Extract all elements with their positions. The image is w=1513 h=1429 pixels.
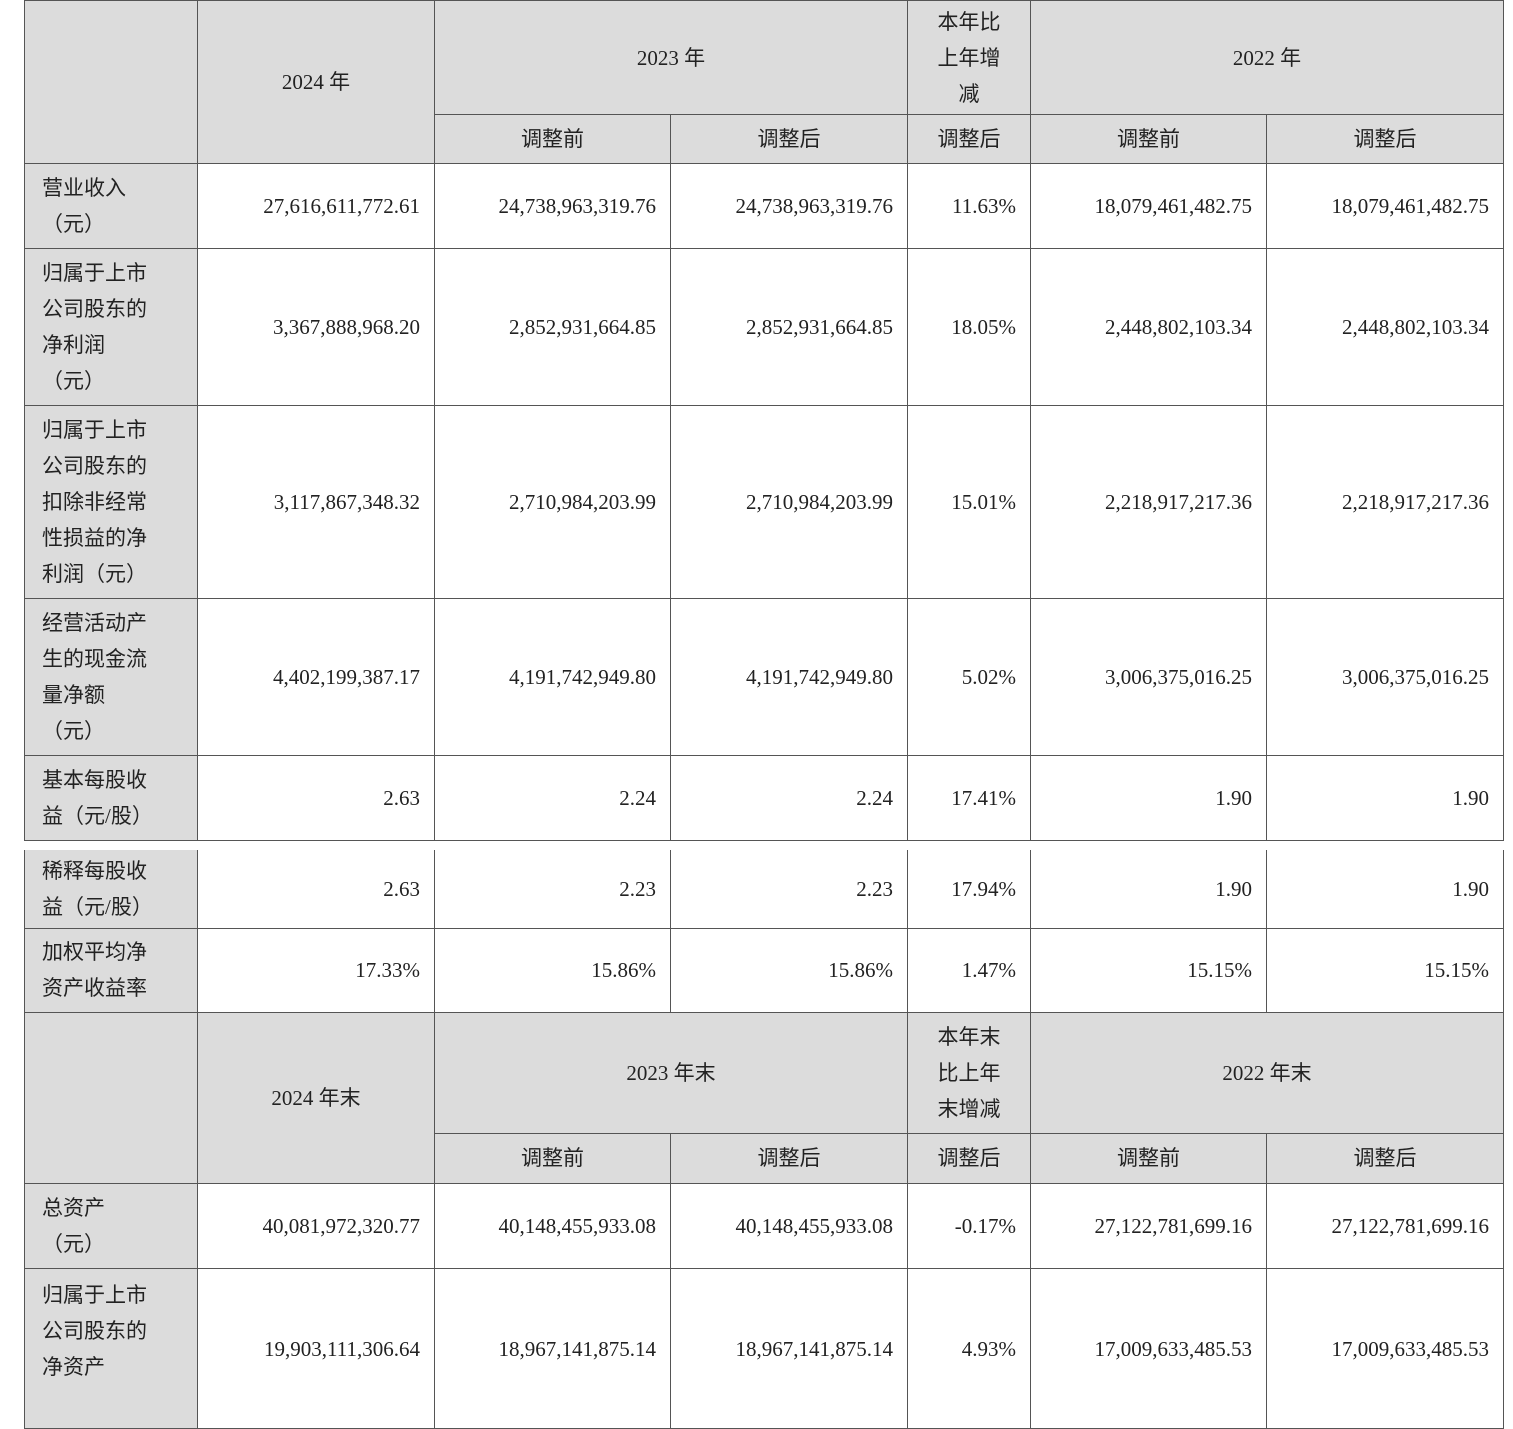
cell: 27,122,781,699.16 — [1266, 1182, 1504, 1269]
cell: 18,079,461,482.75 — [1266, 163, 1504, 249]
table-row: 归属于上市 公司股东的 净资产 19,903,111,306.64 18,967… — [24, 1267, 1504, 1429]
cell: 2,448,802,103.34 — [1030, 248, 1267, 406]
cell: 2,218,917,217.36 — [1266, 405, 1504, 599]
header-2022-after: 调整后 — [1266, 114, 1504, 164]
cell: 3,006,375,016.25 — [1266, 598, 1504, 756]
cell: 3,117,867,348.32 — [197, 405, 435, 599]
cell: 4,191,742,949.80 — [670, 598, 908, 756]
cell: 2,852,931,664.85 — [434, 248, 671, 406]
cell: 15.86% — [434, 927, 671, 1013]
table-row: 营业收入 （元） 27,616,611,772.61 24,738,963,31… — [24, 163, 1504, 249]
cell: 27,122,781,699.16 — [1030, 1182, 1267, 1269]
cell: 2.23 — [434, 850, 671, 929]
cell: 15.15% — [1266, 927, 1504, 1013]
header-2024-end: 2024 年末 — [197, 1011, 435, 1184]
cell: 40,148,455,933.08 — [670, 1182, 908, 1269]
cell: 27,616,611,772.61 — [197, 163, 435, 249]
cell: 5.02% — [907, 598, 1031, 756]
cell: 1.90 — [1266, 755, 1504, 841]
cell: 18.05% — [907, 248, 1031, 406]
cell: 2,710,984,203.99 — [670, 405, 908, 599]
row-label: 归属于上市 公司股东的 净利润 （元） — [24, 248, 198, 406]
cell: 2.24 — [434, 755, 671, 841]
cell: 1.90 — [1030, 755, 1267, 841]
cell: 11.63% — [907, 163, 1031, 249]
header-2022-before: 调整前 — [1030, 1132, 1267, 1184]
cell: 15.15% — [1030, 927, 1267, 1013]
cell: 1.90 — [1266, 850, 1504, 929]
cell: 1.90 — [1030, 850, 1267, 929]
cell: 18,079,461,482.75 — [1030, 163, 1267, 249]
row-label: 稀释每股收 益（元/股） — [24, 850, 198, 929]
financial-table-part1: 2024 年 2023 年 本年比 上年增 减 2022 年 调整前 调整后 调… — [24, 0, 1504, 841]
cell: 2.23 — [670, 850, 908, 929]
header-change-end: 本年末 比上年 末增减 — [907, 1011, 1031, 1134]
header-2023-before: 调整前 — [434, 1132, 671, 1184]
cell: 2.63 — [197, 755, 435, 841]
header-2023-end: 2023 年末 — [434, 1011, 908, 1134]
cell: 2.24 — [670, 755, 908, 841]
cell: 24,738,963,319.76 — [670, 163, 908, 249]
cell: 3,367,888,968.20 — [197, 248, 435, 406]
header-2022: 2022 年 — [1030, 0, 1504, 115]
cell: 2,218,917,217.36 — [1030, 405, 1267, 599]
cell: 1.47% — [907, 927, 1031, 1013]
cell: 2,710,984,203.99 — [434, 405, 671, 599]
cell: 40,148,455,933.08 — [434, 1182, 671, 1269]
cell: 17.41% — [907, 755, 1031, 841]
cell: -0.17% — [907, 1182, 1031, 1269]
cell: 17,009,633,485.53 — [1030, 1267, 1267, 1429]
table-row: 基本每股收 益（元/股） 2.63 2.24 2.24 17.41% 1.90 … — [24, 755, 1504, 841]
row-label: 归属于上市 公司股东的 扣除非经常 性损益的净 利润（元） — [24, 405, 198, 599]
row-label: 营业收入 （元） — [24, 163, 198, 249]
row-label: 总资产 （元） — [24, 1182, 198, 1269]
table-row: 稀释每股收 益（元/股） 2.63 2.23 2.23 17.94% 1.90 … — [24, 850, 1504, 929]
table-row: 加权平均净 资产收益率 17.33% 15.86% 15.86% 1.47% 1… — [24, 927, 1504, 1013]
header-2023: 2023 年 — [434, 0, 908, 115]
cell: 18,967,141,875.14 — [434, 1267, 671, 1429]
row-label: 加权平均净 资产收益率 — [24, 927, 198, 1013]
cell: 2.63 — [197, 850, 435, 929]
header-2024: 2024 年 — [197, 0, 435, 164]
header-change: 本年比 上年增 减 — [907, 0, 1031, 115]
table-row: 总资产 （元） 40,081,972,320.77 40,148,455,933… — [24, 1182, 1504, 1269]
cell: 17.33% — [197, 927, 435, 1013]
cell: 19,903,111,306.64 — [197, 1267, 435, 1429]
header-2022-before: 调整前 — [1030, 114, 1267, 164]
header-2023-after: 调整后 — [670, 114, 908, 164]
table-row: 经营活动产 生的现金流 量净额 （元） 4,402,199,387.17 4,1… — [24, 598, 1504, 756]
cell: 2,852,931,664.85 — [670, 248, 908, 406]
cell: 4,191,742,949.80 — [434, 598, 671, 756]
row-label: 归属于上市 公司股东的 净资产 — [24, 1267, 198, 1429]
table-row: 归属于上市 公司股东的 净利润 （元） 3,367,888,968.20 2,8… — [24, 248, 1504, 406]
cell: 15.01% — [907, 405, 1031, 599]
financial-table-part2: 稀释每股收 益（元/股） 2.63 2.23 2.23 17.94% 1.90 … — [24, 850, 1504, 1429]
cell: 15.86% — [670, 927, 908, 1013]
row-label: 基本每股收 益（元/股） — [24, 755, 198, 841]
cell: 24,738,963,319.76 — [434, 163, 671, 249]
header-2022-after: 调整后 — [1266, 1132, 1504, 1184]
cell: 4,402,199,387.17 — [197, 598, 435, 756]
header-blank — [24, 1011, 198, 1184]
cell: 17,009,633,485.53 — [1266, 1267, 1504, 1429]
cell: 17.94% — [907, 850, 1031, 929]
table-row: 归属于上市 公司股东的 扣除非经常 性损益的净 利润（元） 3,117,867,… — [24, 405, 1504, 599]
cell: 2,448,802,103.34 — [1266, 248, 1504, 406]
header-2023-after: 调整后 — [670, 1132, 908, 1184]
cell: 3,006,375,016.25 — [1030, 598, 1267, 756]
cell: 4.93% — [907, 1267, 1031, 1429]
cell: 18,967,141,875.14 — [670, 1267, 908, 1429]
header-change-after: 调整后 — [907, 1132, 1031, 1184]
header-blank — [24, 0, 198, 164]
header-2022-end: 2022 年末 — [1030, 1011, 1504, 1134]
header-change-after: 调整后 — [907, 114, 1031, 164]
row-label: 经营活动产 生的现金流 量净额 （元） — [24, 598, 198, 756]
header-2023-before: 调整前 — [434, 114, 671, 164]
cell: 40,081,972,320.77 — [197, 1182, 435, 1269]
